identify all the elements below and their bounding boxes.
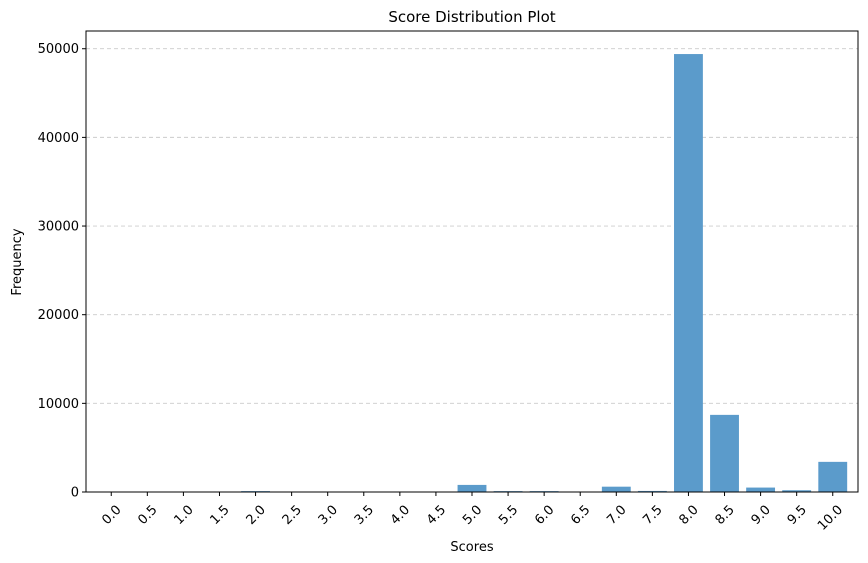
x-tick-label: 2.0 [244,503,269,528]
x-tick-label: 9.5 [785,503,810,528]
x-tick-label: 3.5 [352,503,377,528]
y-tick-label: 0 [71,486,79,501]
x-tick-label: 1.0 [171,503,196,528]
x-tick-label: 3.0 [316,503,341,528]
bars [96,54,848,493]
x-tick-label: 5.0 [460,503,485,528]
bar-7-0 [601,486,631,492]
x-tick-label: 8.5 [713,503,738,528]
bar-5-0 [457,484,487,492]
x-axis-title: Scores [450,540,493,555]
y-axis-title: Frequency [10,228,25,295]
y-tick-label: 50000 [38,42,79,57]
bar-9-0 [746,487,776,492]
grid-lines [86,48,858,404]
bar-9-5 [782,490,812,492]
y-tick-label: 10000 [38,397,79,412]
x-tick-label: 6.5 [568,503,593,528]
chart-title: Score Distribution Plot [388,8,555,26]
plot-frame [85,30,859,493]
bar-10-0 [818,461,848,492]
x-tick-label: 4.5 [424,503,449,528]
x-tick-label: 7.5 [640,503,665,528]
bar-7-5 [637,490,667,492]
y-tick-label: 20000 [38,308,79,323]
x-tick-label: 7.0 [604,503,629,528]
x-tick-label: 10.0 [815,503,846,534]
x-tick-label: 2.5 [280,503,305,528]
x-tick-label: 9.0 [749,503,774,528]
x-tick-label: 0.5 [135,503,160,528]
y-tick-label: 40000 [38,131,79,146]
y-tick-label: 30000 [38,220,79,235]
bar-8-5 [710,414,739,492]
x-tick-label: 6.0 [532,503,557,528]
bar-8-0 [674,54,703,493]
x-tick-label: 5.5 [496,503,521,528]
x-tick-label: 0.0 [99,503,124,528]
x-tick-label: 1.5 [208,503,233,528]
x-axis-ticks: 0.0 0.5 1.0 1.5 2.0 2.5 3.0 3.5 4.0 4.5 5.0 5.5 6.0 6… [99,492,846,534]
x-tick-label: 4.0 [388,503,413,528]
y-axis-ticks: 0 10000 20000 30000 40000 50000 [38,42,86,501]
x-tick-label: 8.0 [676,503,701,528]
